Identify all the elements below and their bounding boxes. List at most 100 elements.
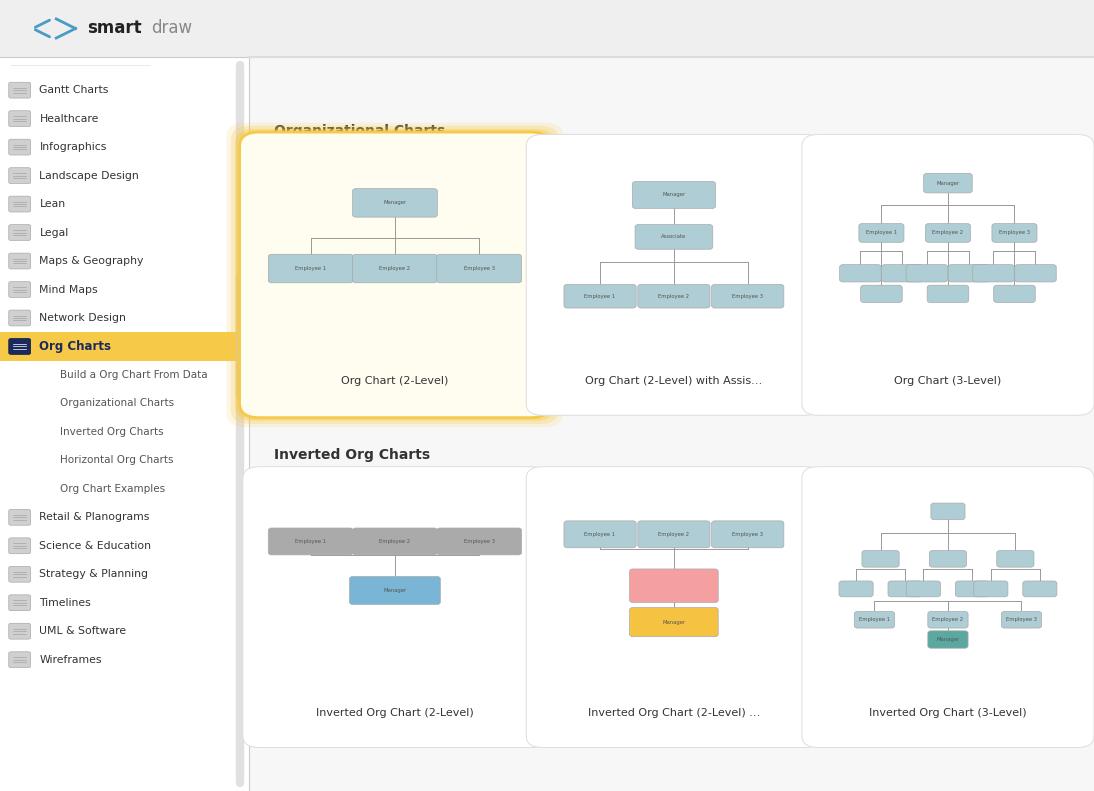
- FancyBboxPatch shape: [9, 652, 31, 668]
- FancyBboxPatch shape: [882, 265, 923, 282]
- Text: Employee 1: Employee 1: [859, 617, 891, 623]
- FancyBboxPatch shape: [1015, 265, 1057, 282]
- FancyBboxPatch shape: [352, 528, 438, 555]
- FancyBboxPatch shape: [711, 521, 783, 547]
- Text: Build a Org Chart From Data: Build a Org Chart From Data: [60, 370, 208, 380]
- Text: Healthcare: Healthcare: [39, 114, 98, 123]
- FancyBboxPatch shape: [931, 503, 965, 520]
- Text: Manager: Manager: [662, 619, 686, 625]
- Text: Retail & Planograms: Retail & Planograms: [39, 513, 150, 522]
- Text: Manager: Manager: [936, 180, 959, 186]
- FancyBboxPatch shape: [437, 528, 522, 555]
- Text: Employee 1: Employee 1: [295, 539, 326, 544]
- Text: smart: smart: [88, 20, 142, 37]
- Text: Employee 2: Employee 2: [659, 532, 689, 537]
- FancyBboxPatch shape: [630, 607, 719, 637]
- FancyBboxPatch shape: [249, 57, 1094, 791]
- FancyBboxPatch shape: [0, 57, 249, 791]
- Text: Network Design: Network Design: [39, 313, 126, 323]
- FancyBboxPatch shape: [923, 173, 973, 193]
- FancyBboxPatch shape: [638, 285, 710, 308]
- Text: Employee 1: Employee 1: [584, 293, 616, 299]
- FancyBboxPatch shape: [268, 255, 353, 283]
- Text: Wireframes: Wireframes: [39, 655, 102, 664]
- FancyBboxPatch shape: [955, 581, 990, 597]
- FancyBboxPatch shape: [9, 595, 31, 611]
- FancyBboxPatch shape: [231, 126, 559, 424]
- Text: Org Chart Examples: Org Chart Examples: [60, 484, 165, 494]
- FancyBboxPatch shape: [9, 339, 31, 354]
- Text: Employee 3: Employee 3: [464, 266, 494, 271]
- FancyBboxPatch shape: [993, 286, 1035, 302]
- Text: Inverted Org Chart (2-Level): Inverted Org Chart (2-Level): [316, 709, 474, 718]
- Text: Employee 1: Employee 1: [295, 266, 326, 271]
- FancyBboxPatch shape: [9, 538, 31, 554]
- Text: draw: draw: [151, 20, 193, 37]
- FancyBboxPatch shape: [632, 182, 715, 209]
- FancyBboxPatch shape: [240, 132, 550, 418]
- FancyBboxPatch shape: [352, 255, 438, 283]
- FancyBboxPatch shape: [1001, 611, 1041, 628]
- FancyBboxPatch shape: [802, 134, 1094, 415]
- Text: Organizational Charts: Organizational Charts: [274, 123, 445, 138]
- FancyBboxPatch shape: [9, 225, 31, 240]
- Text: Employee 2: Employee 2: [380, 539, 410, 544]
- FancyBboxPatch shape: [9, 253, 31, 269]
- Text: Employee 1: Employee 1: [584, 532, 616, 537]
- FancyBboxPatch shape: [437, 255, 522, 283]
- FancyBboxPatch shape: [9, 310, 31, 326]
- Text: Employee 1: Employee 1: [865, 230, 897, 236]
- FancyBboxPatch shape: [9, 282, 31, 297]
- Text: Manager: Manager: [383, 588, 407, 593]
- Text: Org Chart (2-Level): Org Chart (2-Level): [341, 377, 449, 386]
- Text: Employee 3: Employee 3: [732, 293, 764, 299]
- FancyBboxPatch shape: [526, 467, 822, 747]
- Text: Manager: Manager: [662, 192, 686, 198]
- FancyBboxPatch shape: [565, 285, 636, 308]
- FancyBboxPatch shape: [997, 551, 1034, 567]
- FancyBboxPatch shape: [862, 551, 899, 567]
- FancyBboxPatch shape: [854, 611, 895, 628]
- Text: Org Chart (2-Level) with Assis…: Org Chart (2-Level) with Assis…: [585, 377, 763, 386]
- Text: Inverted Org Chart (2-Level) …: Inverted Org Chart (2-Level) …: [587, 709, 760, 718]
- FancyBboxPatch shape: [948, 265, 990, 282]
- Text: Strategy & Planning: Strategy & Planning: [39, 570, 149, 579]
- Text: Science & Education: Science & Education: [39, 541, 151, 551]
- Text: Manager: Manager: [936, 637, 959, 642]
- FancyBboxPatch shape: [630, 569, 719, 603]
- FancyBboxPatch shape: [906, 265, 947, 282]
- Text: Employee 3: Employee 3: [999, 230, 1029, 236]
- Text: Landscape Design: Landscape Design: [39, 171, 139, 180]
- FancyBboxPatch shape: [840, 265, 882, 282]
- FancyBboxPatch shape: [802, 467, 1094, 747]
- FancyBboxPatch shape: [9, 111, 31, 127]
- Text: Employee 3: Employee 3: [1006, 617, 1037, 623]
- Text: Associate: Associate: [661, 234, 687, 240]
- FancyBboxPatch shape: [9, 196, 31, 212]
- FancyBboxPatch shape: [859, 224, 904, 242]
- FancyBboxPatch shape: [9, 168, 31, 184]
- FancyBboxPatch shape: [0, 332, 249, 361]
- Text: Employee 2: Employee 2: [932, 230, 964, 236]
- Text: Gantt Charts: Gantt Charts: [39, 85, 108, 95]
- Text: Horizontal Org Charts: Horizontal Org Charts: [60, 456, 174, 465]
- FancyBboxPatch shape: [974, 581, 1008, 597]
- Text: Employee 3: Employee 3: [732, 532, 764, 537]
- Text: Timelines: Timelines: [39, 598, 91, 607]
- Text: Inverted Org Charts: Inverted Org Charts: [274, 448, 430, 462]
- Text: Legal: Legal: [39, 228, 69, 237]
- FancyBboxPatch shape: [9, 509, 31, 525]
- FancyBboxPatch shape: [928, 631, 968, 649]
- FancyBboxPatch shape: [992, 224, 1037, 242]
- FancyBboxPatch shape: [711, 285, 783, 308]
- FancyBboxPatch shape: [907, 581, 941, 597]
- Text: UML & Software: UML & Software: [39, 626, 127, 636]
- FancyBboxPatch shape: [243, 467, 547, 747]
- FancyBboxPatch shape: [352, 188, 438, 217]
- Text: Employee 2: Employee 2: [932, 617, 964, 623]
- Text: Org Charts: Org Charts: [39, 340, 112, 353]
- Text: Manager: Manager: [383, 200, 407, 206]
- Text: Employee 2: Employee 2: [380, 266, 410, 271]
- FancyBboxPatch shape: [565, 521, 636, 547]
- FancyBboxPatch shape: [9, 139, 31, 155]
